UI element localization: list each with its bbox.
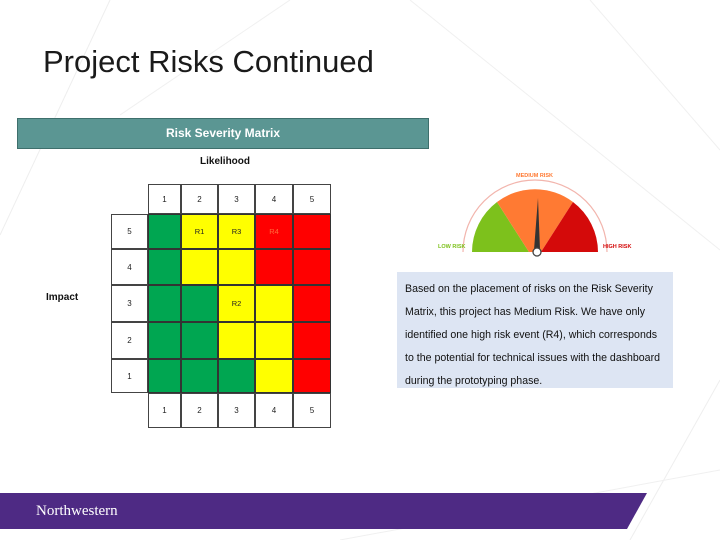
likelihood-number: 3 xyxy=(218,184,255,214)
matrix-cell xyxy=(255,359,293,393)
gauge-medium-label: MEDIUM RISK xyxy=(516,173,553,179)
likelihood-axis-label: Likelihood xyxy=(200,156,250,167)
impact-number: 4 xyxy=(111,249,148,285)
footer-brand: Northwestern xyxy=(36,503,118,519)
matrix-cell xyxy=(148,322,181,359)
likelihood-number-bottom: 2 xyxy=(181,393,218,428)
impact-number: 2 xyxy=(111,322,148,359)
gauge-low-segment xyxy=(472,202,529,252)
gauge-pivot xyxy=(532,247,542,257)
matrix-cell xyxy=(293,214,331,249)
impact-axis-label: Impact xyxy=(46,292,79,303)
likelihood-number: 1 xyxy=(148,184,181,214)
matrix-cell: R2 xyxy=(218,285,255,322)
matrix-cell xyxy=(218,249,255,285)
matrix-cell: R1 xyxy=(181,214,218,249)
matrix-cell xyxy=(293,359,331,393)
risk-severity-matrix: 1 2 3 4 5 5 R1 R3 R4 4 3 R2 2 1 1 2 3 4 5 xyxy=(110,184,331,428)
impact-number: 5 xyxy=(111,214,148,249)
matrix-cell xyxy=(148,214,181,249)
gauge-outer-arc xyxy=(462,179,608,253)
matrix-corner-bottom xyxy=(111,393,148,428)
likelihood-number-bottom: 5 xyxy=(293,393,331,428)
matrix-cell: R4 xyxy=(255,214,293,249)
likelihood-number: 2 xyxy=(181,184,218,214)
risk-gauge: LOW RISK MEDIUM RISK HIGH RISK xyxy=(438,173,631,257)
likelihood-number-bottom: 3 xyxy=(218,393,255,428)
summary-textbox: Based on the placement of risks on the R… xyxy=(397,272,673,388)
matrix-cell xyxy=(181,285,218,322)
footer-bar xyxy=(0,493,647,529)
likelihood-number-bottom: 1 xyxy=(148,393,181,428)
matrix-cell xyxy=(148,285,181,322)
impact-number: 1 xyxy=(111,359,148,393)
matrix-cell xyxy=(181,322,218,359)
impact-number: 3 xyxy=(111,285,148,322)
matrix-header: Risk Severity Matrix xyxy=(17,118,429,149)
matrix-cell xyxy=(293,322,331,359)
matrix-cell xyxy=(293,249,331,285)
gauge-needle xyxy=(534,198,540,250)
matrix-cell xyxy=(148,359,181,393)
matrix-cell xyxy=(255,322,293,359)
gauge-high-segment xyxy=(541,202,598,252)
matrix-cell: R3 xyxy=(218,214,255,249)
matrix-cell xyxy=(218,359,255,393)
matrix-cell xyxy=(255,285,293,322)
matrix-cell xyxy=(293,285,331,322)
gauge-medium-segment xyxy=(497,189,573,252)
matrix-cell xyxy=(255,249,293,285)
likelihood-number: 4 xyxy=(255,184,293,214)
likelihood-number: 5 xyxy=(293,184,331,214)
matrix-cell xyxy=(148,249,181,285)
slide-title: Project Risks Continued xyxy=(43,44,374,79)
matrix-corner xyxy=(111,184,148,214)
matrix-cell xyxy=(181,359,218,393)
gauge-high-label: HIGH RISK xyxy=(603,244,631,250)
matrix-cell xyxy=(181,249,218,285)
likelihood-number-bottom: 4 xyxy=(255,393,293,428)
matrix-cell xyxy=(218,322,255,359)
gauge-low-label: LOW RISK xyxy=(438,244,466,250)
